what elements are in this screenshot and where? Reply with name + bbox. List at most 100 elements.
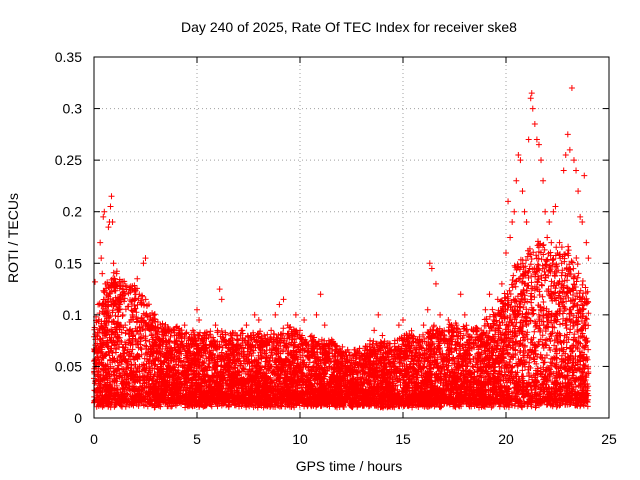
data-point (432, 280, 439, 287)
data-point (185, 337, 192, 344)
data-point (367, 337, 374, 344)
data-point (247, 332, 254, 339)
data-point (313, 311, 320, 318)
data-point (177, 342, 184, 349)
data-point (404, 332, 411, 339)
data-point (140, 260, 147, 267)
data-point (276, 301, 283, 308)
data-point (552, 203, 559, 210)
data-point (554, 249, 561, 256)
data-point (272, 311, 279, 318)
data-point (453, 322, 460, 329)
x-tick-label: 15 (395, 431, 411, 447)
data-point (542, 208, 549, 215)
data-point (383, 342, 390, 349)
data-point (426, 260, 433, 267)
data-point (441, 327, 448, 334)
data-point (123, 327, 130, 334)
data-point (573, 167, 580, 174)
y-tick-label: 0.05 (55, 358, 82, 374)
data-point (255, 317, 262, 324)
data-point (523, 219, 530, 226)
data-point (148, 332, 155, 339)
data-point (562, 151, 569, 158)
data-point (239, 327, 246, 334)
data-point (490, 317, 497, 324)
data-point (317, 291, 324, 298)
data-point (94, 347, 101, 354)
data-point (292, 311, 299, 318)
data-point (218, 296, 225, 303)
y-tick-label: 0.2 (63, 204, 83, 220)
data-point (498, 280, 505, 287)
data-point (568, 84, 575, 91)
data-point (558, 260, 565, 267)
data-point (259, 353, 266, 360)
data-point (400, 317, 406, 324)
data-point (305, 342, 312, 349)
data-point (121, 291, 128, 298)
data-point (99, 270, 106, 277)
y-tick-label: 0 (74, 410, 82, 426)
data-point (216, 286, 223, 293)
data-point (196, 317, 203, 324)
data-point (408, 342, 415, 349)
data-point (268, 327, 275, 334)
data-point (531, 121, 538, 128)
data-point (169, 347, 176, 354)
data-point (560, 167, 567, 174)
data-point (342, 363, 349, 370)
data-point (358, 353, 365, 360)
data-point (136, 291, 143, 298)
data-point (570, 157, 577, 164)
data-point (428, 265, 435, 272)
data-point (513, 177, 520, 184)
data-point (200, 332, 207, 339)
data-point (264, 342, 271, 349)
y-tick-label: 0.25 (55, 152, 82, 168)
data-point (354, 347, 361, 354)
data-point (231, 353, 238, 360)
data-point (103, 322, 110, 329)
x-axis: 0 5 10 15 20 25 (90, 57, 617, 447)
plot-frame (93, 56, 610, 419)
data-point (505, 198, 512, 205)
data-point (329, 353, 336, 360)
data-point (519, 188, 526, 195)
data-point (173, 332, 180, 339)
data-point (517, 157, 524, 164)
data-point (528, 90, 535, 97)
data-point (420, 322, 427, 329)
x-tick-label: 20 (498, 431, 514, 447)
data-point (470, 327, 477, 334)
data-point (132, 286, 139, 293)
data-point (550, 208, 557, 215)
data-point (546, 219, 553, 226)
data-point (556, 239, 563, 246)
data-point (194, 306, 200, 313)
data-point (97, 239, 104, 246)
y-tick-label: 0.3 (63, 101, 83, 117)
data-point (142, 255, 149, 262)
data-point (379, 332, 386, 339)
data-point (105, 224, 112, 231)
data-point (130, 332, 137, 339)
x-tick-label: 0 (90, 431, 98, 447)
data-point (564, 131, 571, 138)
data-point (222, 342, 229, 349)
data-point (412, 353, 419, 360)
data-point (284, 322, 291, 329)
chart-title: Day 240 of 2025, Rate Of TEC Index for r… (181, 19, 517, 35)
data-point (375, 311, 382, 318)
data-point (521, 208, 528, 215)
x-tick-label: 5 (193, 431, 201, 447)
data-point (566, 146, 573, 153)
data-point (575, 188, 582, 195)
data-point (474, 342, 481, 349)
data-point (161, 353, 168, 360)
data-point (346, 368, 353, 375)
data-point (529, 105, 536, 112)
data-point (457, 291, 464, 298)
data-point (387, 347, 394, 354)
x-tick-label: 10 (292, 431, 308, 447)
